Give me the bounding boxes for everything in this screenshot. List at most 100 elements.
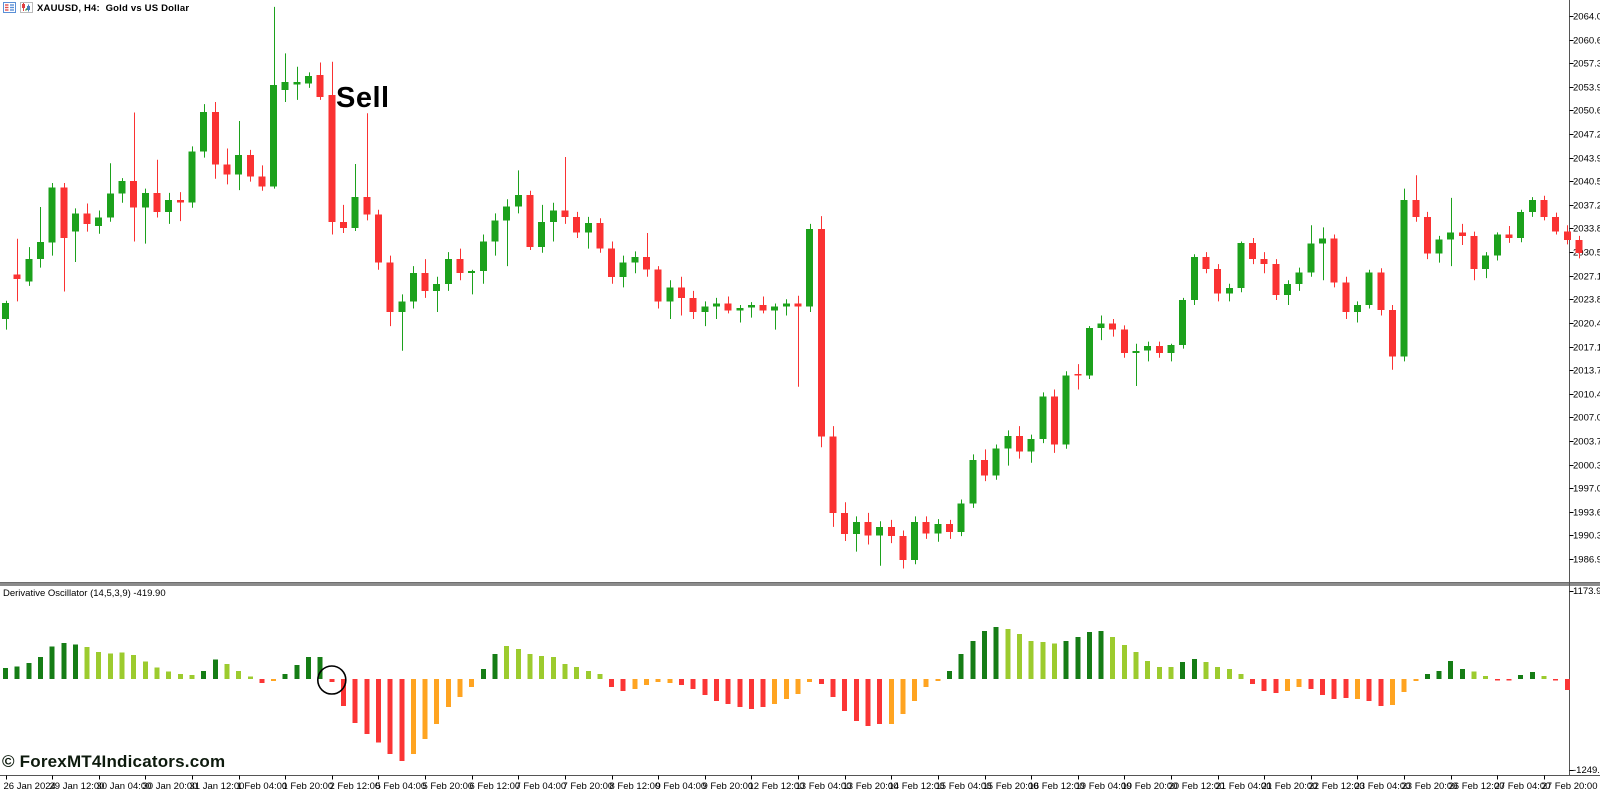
histogram-bar <box>783 679 789 700</box>
candle-body <box>608 248 616 277</box>
histogram-bar <box>1063 640 1069 679</box>
candle-body <box>678 287 685 298</box>
candle-body <box>1435 239 1443 254</box>
candle-body <box>1179 300 1187 346</box>
candle-body <box>37 242 44 260</box>
histogram-bar <box>1145 660 1151 679</box>
circle-annotation <box>316 665 347 695</box>
histogram-bar <box>26 663 32 679</box>
histogram-bar <box>737 679 743 708</box>
indicator-max-label: 1173.97 <box>1573 586 1600 597</box>
candle-body <box>549 210 557 222</box>
candle-body <box>375 214 382 263</box>
chart-list-icon[interactable] <box>3 0 16 18</box>
candle-body <box>736 307 744 311</box>
candle-body <box>305 75 312 84</box>
candle-body <box>573 216 581 233</box>
histogram-bar <box>410 679 416 755</box>
candle-body <box>246 154 254 177</box>
histogram-bar <box>1413 679 1419 681</box>
candle-body <box>1505 234 1513 238</box>
histogram-bar <box>154 667 160 679</box>
histogram-bar <box>399 679 405 762</box>
histogram-bar <box>1564 679 1570 690</box>
indicator-label: Derivative Oscillator (14,5,3,9) -419.90 <box>3 588 166 599</box>
histogram-bar <box>877 679 883 725</box>
price-tick-label: 1993.65 <box>1573 508 1600 519</box>
candle-body <box>409 273 417 302</box>
candle-body <box>25 259 33 282</box>
candle-body <box>1249 242 1257 260</box>
candle-body <box>1027 438 1035 452</box>
histogram-bar <box>842 679 848 711</box>
candle-body <box>1447 232 1455 240</box>
histogram-bar <box>236 670 242 679</box>
histogram-bar <box>1494 679 1500 681</box>
time-tick-label: 27 Feb 20:00 <box>1542 781 1598 792</box>
histogram-bar <box>131 655 137 679</box>
time-tick-label: 7 Feb 04:00 <box>516 781 567 792</box>
candle-body <box>71 213 79 232</box>
candle-body <box>1365 272 1373 305</box>
histogram-bar <box>387 679 393 755</box>
time-tick-label: 30 Jan 20:00 <box>143 781 198 792</box>
histogram-bar <box>329 679 335 683</box>
candle-body <box>759 304 767 311</box>
histogram-bar <box>748 679 754 710</box>
candle-body <box>1342 282 1350 312</box>
candle-body <box>981 460 988 476</box>
candle-body <box>1260 259 1268 264</box>
candle-body <box>1423 216 1431 254</box>
price-tick-label: 2027.15 <box>1573 272 1600 283</box>
candle-body <box>1295 272 1303 284</box>
histogram-bar <box>947 670 953 679</box>
histogram-bar <box>422 679 428 740</box>
candle-body <box>689 297 697 312</box>
histogram-bar <box>714 679 719 701</box>
histogram-bar <box>317 657 323 679</box>
price-tick-label: 1990.30 <box>1573 531 1600 542</box>
pane-separator[interactable] <box>0 583 1600 586</box>
price-tick-label: 2050.60 <box>1573 106 1600 117</box>
candle-body <box>957 503 965 532</box>
candle-body <box>1540 199 1548 217</box>
price-tick-label: 2010.40 <box>1573 390 1600 401</box>
candle-body <box>386 262 394 312</box>
histogram-bar <box>562 664 568 679</box>
histogram-bar <box>119 652 125 679</box>
histogram-bar <box>1261 679 1267 691</box>
time-tick-label: 19 Feb 04:00 <box>1076 781 1132 792</box>
candlestick-chart-icon[interactable] <box>20 0 33 18</box>
candle-body <box>1458 232 1466 236</box>
time-tick-label: 21 Feb 04:00 <box>1216 781 1272 792</box>
histogram-bar <box>1378 679 1384 706</box>
candle-body <box>165 199 173 212</box>
histogram-bar <box>3 668 8 679</box>
candle-body <box>444 259 452 284</box>
histogram-bar <box>760 679 766 708</box>
time-tick-label: 23 Feb 20:00 <box>1402 781 1458 792</box>
price-tick-label: 2013.75 <box>1573 366 1600 377</box>
price-tick-label: 2023.80 <box>1573 295 1600 306</box>
candle-body <box>118 180 126 194</box>
price-tick-label: 2043.90 <box>1573 154 1600 165</box>
histogram-bar <box>1366 679 1372 701</box>
candle-body <box>328 94 336 222</box>
candle-body <box>1400 199 1408 357</box>
histogram-bar <box>1017 633 1022 679</box>
time-tick-label: 13 Feb 20:00 <box>843 781 899 792</box>
histogram-bar <box>14 666 20 679</box>
candle-body <box>2 302 9 319</box>
time-tick-label: 2 Feb 12:00 <box>330 781 381 792</box>
histogram-bar <box>1471 671 1477 679</box>
price-tick-label: 2040.55 <box>1573 177 1600 188</box>
candle-body <box>1132 350 1140 353</box>
histogram-bar <box>970 640 976 679</box>
time-tick-label: 31 Jan 12:00 <box>190 781 245 792</box>
time-tick-label: 29 Jan 12:00 <box>50 781 105 792</box>
price-tick-label: 2007.05 <box>1573 413 1600 424</box>
histogram-bar <box>725 679 731 705</box>
histogram-bar <box>294 665 300 679</box>
candle-body <box>561 210 569 217</box>
